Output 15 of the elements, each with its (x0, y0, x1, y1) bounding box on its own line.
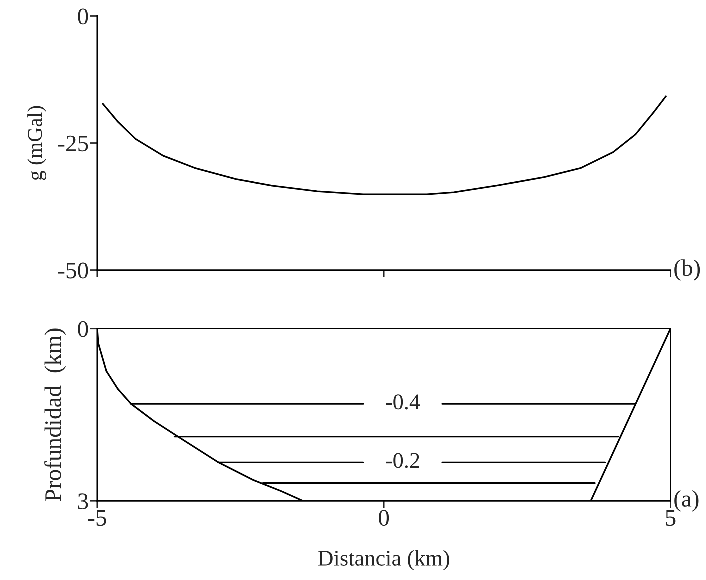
y-tick-label: -50 (58, 262, 88, 279)
text: (a) (674, 490, 699, 512)
y-tick-label: -25 (58, 136, 88, 152)
y-tick-label: 3 (78, 494, 88, 510)
x-tick-label: 0 (379, 510, 390, 526)
y-axis-title: Profundidad (km) (44, 328, 66, 502)
annotation: -0.2 (386, 453, 420, 468)
x-tick-label: 5 (666, 510, 676, 526)
text: (b) (674, 260, 700, 281)
x-axis-title: Distancia (km) (318, 550, 450, 570)
y-tick-label: 0 (78, 321, 88, 338)
x-tick-label: -5 (88, 510, 106, 526)
annotation: -0.4 (386, 394, 420, 410)
y-tick-label: 0 (78, 8, 88, 25)
y-axis-title: g (mGal) (28, 106, 47, 180)
